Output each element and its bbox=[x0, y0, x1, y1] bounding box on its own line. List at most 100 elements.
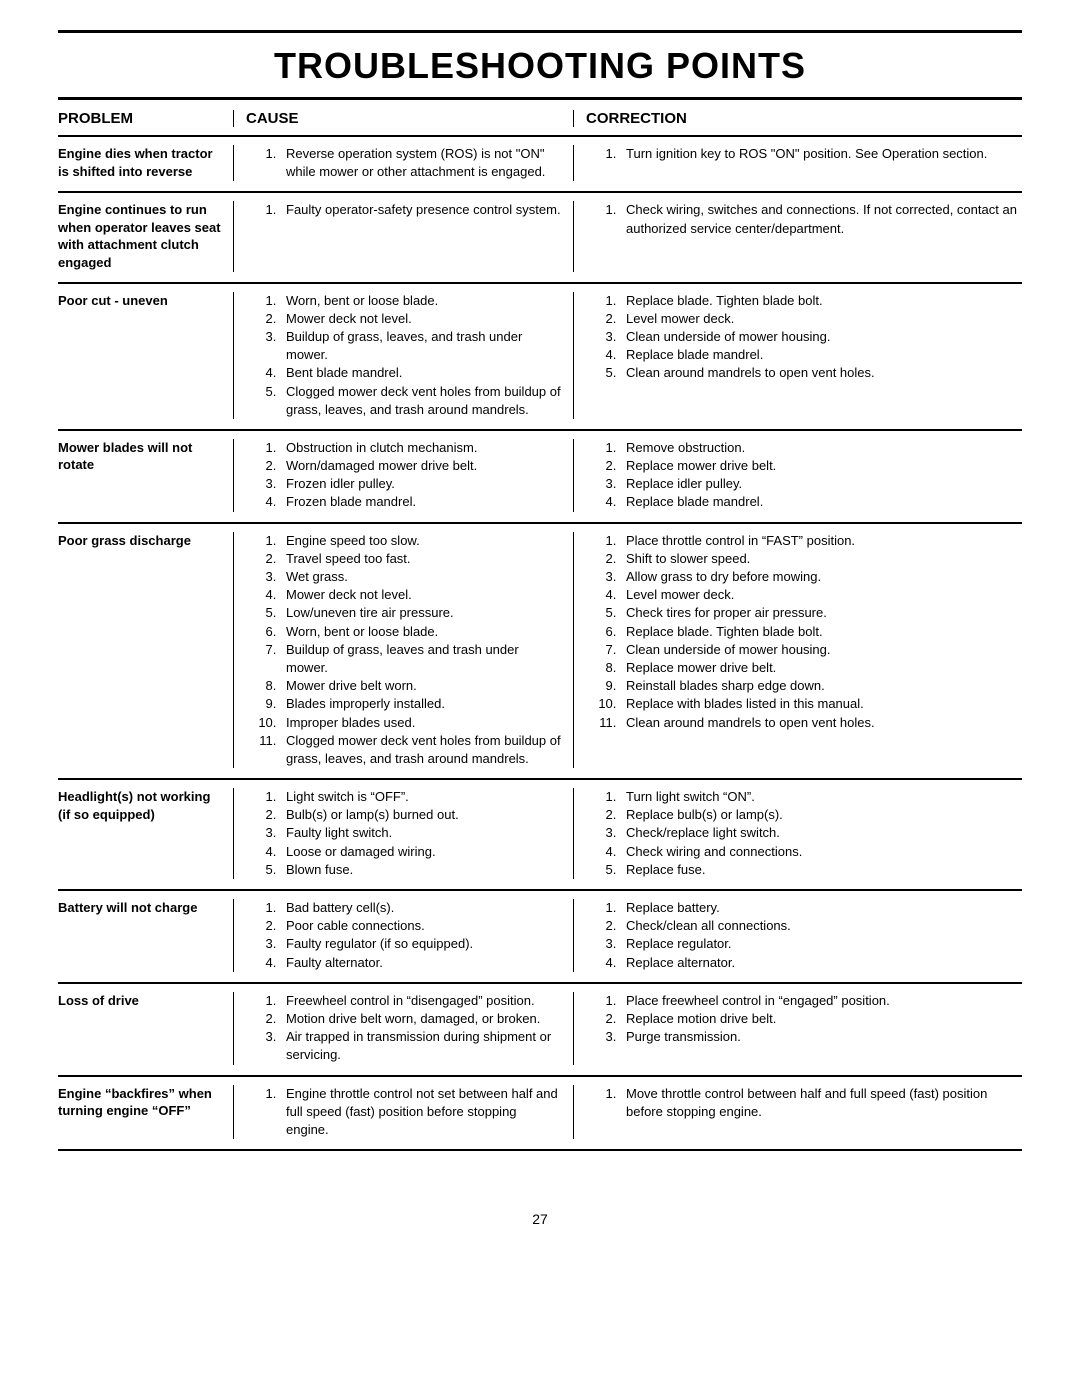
cause-item: Bad battery cell(s). bbox=[280, 899, 561, 917]
cause-item: Clogged mower deck vent holes from build… bbox=[280, 383, 561, 419]
correction-list: Place freewheel control in “engaged” pos… bbox=[586, 992, 1022, 1047]
correction-item: Replace motion drive belt. bbox=[620, 1010, 1022, 1028]
correction-item: Level mower deck. bbox=[620, 586, 1022, 604]
cause-item: Blown fuse. bbox=[280, 861, 561, 879]
correction-item: Allow grass to dry before mowing. bbox=[620, 568, 1022, 586]
correction-item: Replace blade mandrel. bbox=[620, 346, 1022, 364]
cause-item: Bulb(s) or lamp(s) burned out. bbox=[280, 806, 561, 824]
correction-item: Replace bulb(s) or lamp(s). bbox=[620, 806, 1022, 824]
table-row: Poor cut - uneven Worn, bent or loose bla… bbox=[58, 282, 1022, 429]
correction-item: Clean underside of mower housing. bbox=[620, 641, 1022, 659]
cause-item: Mower drive belt worn. bbox=[280, 677, 561, 695]
table-row: Mower blades will not rotateObstruction … bbox=[58, 429, 1022, 522]
correction-item: Replace alternator. bbox=[620, 954, 1022, 972]
correction-list: Turn light switch “ON”.Replace bulb(s) o… bbox=[586, 788, 1022, 879]
cause-item: Loose or damaged wiring. bbox=[280, 843, 561, 861]
correction-item: Replace with blades listed in this manua… bbox=[620, 695, 1022, 713]
problem-text: Headlight(s) not working (if so equipped… bbox=[58, 788, 221, 823]
correction-item: Check tires for proper air pressure. bbox=[620, 604, 1022, 622]
cause-list: Bad battery cell(s).Poor cable connectio… bbox=[246, 899, 561, 972]
correction-item: Replace blade. Tighten blade bolt. bbox=[620, 292, 1022, 310]
cause-item: Reverse operation system (ROS) is not "O… bbox=[280, 145, 561, 181]
cause-list: Faulty operator-safety presence control … bbox=[246, 201, 561, 219]
correction-item: Replace battery. bbox=[620, 899, 1022, 917]
correction-item: Check wiring and connections. bbox=[620, 843, 1022, 861]
cause-item: Buildup of grass, leaves, and trash unde… bbox=[280, 328, 561, 364]
correction-list: Place throttle control in “FAST” positio… bbox=[586, 532, 1022, 732]
cause-item: Travel speed too fast. bbox=[280, 550, 561, 568]
correction-item: Clean around mandrels to open vent holes… bbox=[620, 364, 1022, 382]
correction-item: Reinstall blades sharp edge down. bbox=[620, 677, 1022, 695]
page-number: 27 bbox=[58, 1211, 1022, 1227]
cause-list: Light switch is “OFF”.Bulb(s) or lamp(s)… bbox=[246, 788, 561, 879]
cause-item: Improper blades used. bbox=[280, 714, 561, 732]
table-header-row: PROBLEM CAUSE CORRECTION bbox=[58, 100, 1022, 135]
correction-item: Clean around mandrels to open vent holes… bbox=[620, 714, 1022, 732]
cause-item: Engine throttle control not set between … bbox=[280, 1085, 561, 1140]
troubleshooting-table: PROBLEM CAUSE CORRECTION Engine dies whe… bbox=[58, 100, 1022, 1151]
cause-item: Light switch is “OFF”. bbox=[280, 788, 561, 806]
correction-item: Check/clean all connections. bbox=[620, 917, 1022, 935]
correction-item: Place throttle control in “FAST” positio… bbox=[620, 532, 1022, 550]
table-row: Loss of drive Freewheel control in “disen… bbox=[58, 982, 1022, 1075]
correction-item: Place freewheel control in “engaged” pos… bbox=[620, 992, 1022, 1010]
cause-item: Faulty regulator (if so equipped). bbox=[280, 935, 561, 953]
correction-list: Replace battery.Check/clean all connecti… bbox=[586, 899, 1022, 972]
correction-item: Replace idler pulley. bbox=[620, 475, 1022, 493]
cause-item: Freewheel control in “disengaged” positi… bbox=[280, 992, 561, 1010]
cause-item: Worn/damaged mower drive belt. bbox=[280, 457, 561, 475]
correction-item: Turn ignition key to ROS "ON" position. … bbox=[620, 145, 1022, 163]
table-body: Engine dies when tractor is shifted into… bbox=[58, 135, 1022, 1151]
cause-list: Engine throttle control not set between … bbox=[246, 1085, 561, 1140]
page-title: TROUBLESHOOTING POINTS bbox=[58, 45, 1022, 87]
table-row: Headlight(s) not working (if so equipped… bbox=[58, 778, 1022, 889]
cause-item: Worn, bent or loose blade. bbox=[280, 623, 561, 641]
problem-text: Engine continues to run when operator le… bbox=[58, 201, 221, 271]
table-row: Battery will not charge Bad battery cell(… bbox=[58, 889, 1022, 982]
correction-item: Purge transmission. bbox=[620, 1028, 1022, 1046]
table-row: Engine continues to run when operator le… bbox=[58, 191, 1022, 281]
correction-item: Move throttle control between half and f… bbox=[620, 1085, 1022, 1121]
correction-item: Check/replace light switch. bbox=[620, 824, 1022, 842]
cause-item: Motion drive belt worn, damaged, or brok… bbox=[280, 1010, 561, 1028]
cause-item: Mower deck not level. bbox=[280, 310, 561, 328]
problem-text: Poor grass discharge bbox=[58, 532, 221, 550]
header-problem: PROBLEM bbox=[58, 110, 233, 127]
cause-item: Obstruction in clutch mechanism. bbox=[280, 439, 561, 457]
cause-item: Frozen blade mandrel. bbox=[280, 493, 561, 511]
cause-list: Worn, bent or loose blade.Mower deck not… bbox=[246, 292, 561, 419]
problem-text: Poor cut - uneven bbox=[58, 292, 221, 310]
correction-item: Clean underside of mower housing. bbox=[620, 328, 1022, 346]
cause-item: Air trapped in transmission during shipm… bbox=[280, 1028, 561, 1064]
problem-text: Engine “backfires” when turning engine “… bbox=[58, 1085, 221, 1120]
correction-list: Turn ignition key to ROS "ON" position. … bbox=[586, 145, 1022, 163]
table-row: Engine dies when tractor is shifted into… bbox=[58, 137, 1022, 191]
cause-item: Frozen idler pulley. bbox=[280, 475, 561, 493]
top-rule bbox=[58, 30, 1022, 33]
correction-item: Replace mower drive belt. bbox=[620, 659, 1022, 677]
correction-list: Move throttle control between half and f… bbox=[586, 1085, 1022, 1121]
correction-item: Level mower deck. bbox=[620, 310, 1022, 328]
correction-list: Replace blade. Tighten blade bolt.Level … bbox=[586, 292, 1022, 383]
cause-list: Freewheel control in “disengaged” positi… bbox=[246, 992, 561, 1065]
correction-item: Replace blade mandrel. bbox=[620, 493, 1022, 511]
correction-item: Replace regulator. bbox=[620, 935, 1022, 953]
cause-item: Buildup of grass, leaves and trash under… bbox=[280, 641, 561, 677]
header-correction: CORRECTION bbox=[573, 110, 1022, 127]
cause-list: Obstruction in clutch mechanism.Worn/dam… bbox=[246, 439, 561, 512]
cause-item: Faulty light switch. bbox=[280, 824, 561, 842]
correction-item: Turn light switch “ON”. bbox=[620, 788, 1022, 806]
problem-text: Engine dies when tractor is shifted into… bbox=[58, 145, 221, 180]
problem-text: Loss of drive bbox=[58, 992, 221, 1010]
problem-text: Battery will not charge bbox=[58, 899, 221, 917]
correction-list: Remove obstruction.Replace mower drive b… bbox=[586, 439, 1022, 512]
cause-item: Faulty alternator. bbox=[280, 954, 561, 972]
cause-item: Bent blade mandrel. bbox=[280, 364, 561, 382]
correction-item: Shift to slower speed. bbox=[620, 550, 1022, 568]
cause-item: Mower deck not level. bbox=[280, 586, 561, 604]
correction-item: Replace mower drive belt. bbox=[620, 457, 1022, 475]
cause-list: Reverse operation system (ROS) is not "O… bbox=[246, 145, 561, 181]
table-row: Poor grass dischargeEngine speed too slo… bbox=[58, 522, 1022, 778]
correction-item: Remove obstruction. bbox=[620, 439, 1022, 457]
cause-item: Poor cable connections. bbox=[280, 917, 561, 935]
